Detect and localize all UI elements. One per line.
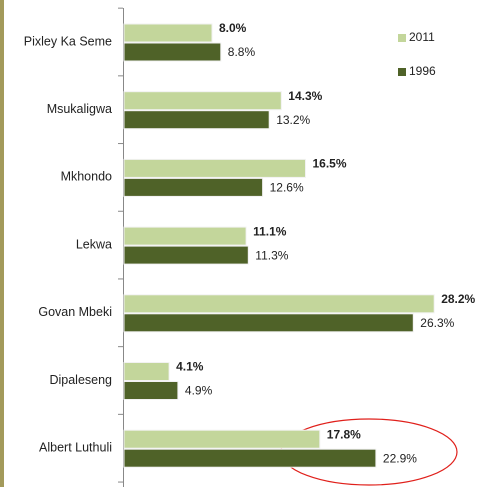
bar [123,42,222,62]
value-label: 8.8% [228,45,256,59]
value-label: 4.9% [185,384,213,398]
value-label: 4.1% [176,360,204,374]
category-label: Dipaleseng [49,373,112,387]
legend-label: 2011 [409,30,435,44]
bar [123,226,247,246]
value-label: 14.3% [288,89,322,103]
bar [123,177,264,197]
value-label: 28.2% [441,292,475,306]
bar [123,448,377,468]
category-label: Govan Mbeki [38,305,112,319]
value-label: 26.3% [420,316,454,330]
category-label: Lekwa [76,237,112,251]
legend-swatch [398,68,406,76]
bar [123,362,170,381]
category-label: Pixley Ka Seme [24,34,112,48]
bar [123,245,249,265]
bar [123,313,414,333]
value-label: 11.1% [253,224,287,238]
value-label: 11.3% [255,248,288,262]
value-label: 17.8% [327,427,361,441]
category-label: Mkhondo [61,170,112,184]
category-label: Albert Luthuli [39,440,112,454]
bar [123,110,270,130]
value-label: 16.5% [313,157,347,171]
value-label: 12.6% [270,181,304,195]
bar [123,294,435,314]
left-border [0,0,4,487]
legend-label: 1996 [409,64,436,78]
value-label: 22.9% [383,451,417,465]
bar [123,23,213,43]
bar [123,429,321,449]
value-label: 13.2% [276,113,310,127]
legend-swatch [398,34,406,42]
bar [123,158,306,178]
bar [123,381,179,400]
category-label: Msukaligwa [47,102,112,116]
value-label: 8.0% [219,21,247,35]
bar [123,91,282,111]
